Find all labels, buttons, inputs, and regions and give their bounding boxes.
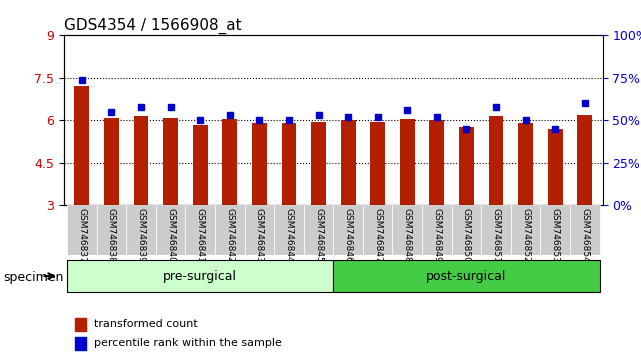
Bar: [548, 129, 563, 205]
Text: GSM746839: GSM746839: [137, 208, 146, 263]
FancyBboxPatch shape: [97, 205, 126, 255]
FancyBboxPatch shape: [452, 205, 481, 255]
Bar: [488, 116, 503, 205]
Bar: [74, 86, 89, 205]
Text: specimen: specimen: [3, 272, 63, 284]
Bar: [104, 118, 119, 205]
Text: GSM746850: GSM746850: [462, 208, 471, 263]
Bar: [459, 127, 474, 205]
Text: percentile rank within the sample: percentile rank within the sample: [94, 338, 281, 348]
Bar: [341, 120, 356, 205]
Text: GSM746840: GSM746840: [166, 208, 175, 263]
Bar: [429, 120, 444, 205]
Text: GSM746851: GSM746851: [492, 208, 501, 263]
FancyBboxPatch shape: [481, 205, 511, 255]
Text: GSM746852: GSM746852: [521, 208, 530, 263]
Text: GSM746853: GSM746853: [551, 208, 560, 263]
Bar: [75, 318, 86, 331]
Text: GSM746838: GSM746838: [107, 208, 116, 263]
Text: GSM746843: GSM746843: [255, 208, 264, 263]
Bar: [222, 119, 237, 205]
Bar: [133, 116, 149, 205]
FancyBboxPatch shape: [67, 260, 333, 292]
Bar: [281, 123, 296, 205]
FancyBboxPatch shape: [185, 205, 215, 255]
Text: GSM746842: GSM746842: [225, 208, 234, 262]
FancyBboxPatch shape: [304, 205, 333, 255]
Text: GSM746848: GSM746848: [403, 208, 412, 263]
FancyBboxPatch shape: [422, 205, 452, 255]
Text: GSM746841: GSM746841: [196, 208, 204, 263]
Text: GDS4354 / 1566908_at: GDS4354 / 1566908_at: [64, 18, 242, 34]
Text: pre-surgical: pre-surgical: [163, 270, 237, 282]
Bar: [400, 119, 415, 205]
FancyBboxPatch shape: [570, 205, 599, 255]
FancyBboxPatch shape: [245, 205, 274, 255]
Text: transformed count: transformed count: [94, 319, 197, 329]
Bar: [311, 122, 326, 205]
Bar: [252, 123, 267, 205]
FancyBboxPatch shape: [156, 205, 185, 255]
Text: GSM746849: GSM746849: [433, 208, 442, 263]
Text: GSM746846: GSM746846: [344, 208, 353, 263]
Bar: [518, 123, 533, 205]
FancyBboxPatch shape: [333, 260, 599, 292]
FancyBboxPatch shape: [392, 205, 422, 255]
Text: GSM746837: GSM746837: [78, 208, 87, 263]
Bar: [193, 125, 208, 205]
Bar: [370, 122, 385, 205]
Bar: [75, 337, 86, 350]
Bar: [163, 118, 178, 205]
FancyBboxPatch shape: [215, 205, 245, 255]
Text: GSM746847: GSM746847: [373, 208, 382, 263]
FancyBboxPatch shape: [540, 205, 570, 255]
FancyBboxPatch shape: [511, 205, 540, 255]
FancyBboxPatch shape: [363, 205, 392, 255]
Text: post-surgical: post-surgical: [426, 270, 506, 282]
Text: GSM746854: GSM746854: [580, 208, 589, 263]
Bar: [578, 115, 592, 205]
FancyBboxPatch shape: [274, 205, 304, 255]
Text: GSM746845: GSM746845: [314, 208, 323, 263]
FancyBboxPatch shape: [67, 205, 97, 255]
FancyBboxPatch shape: [333, 205, 363, 255]
FancyBboxPatch shape: [126, 205, 156, 255]
Text: GSM746844: GSM746844: [285, 208, 294, 262]
